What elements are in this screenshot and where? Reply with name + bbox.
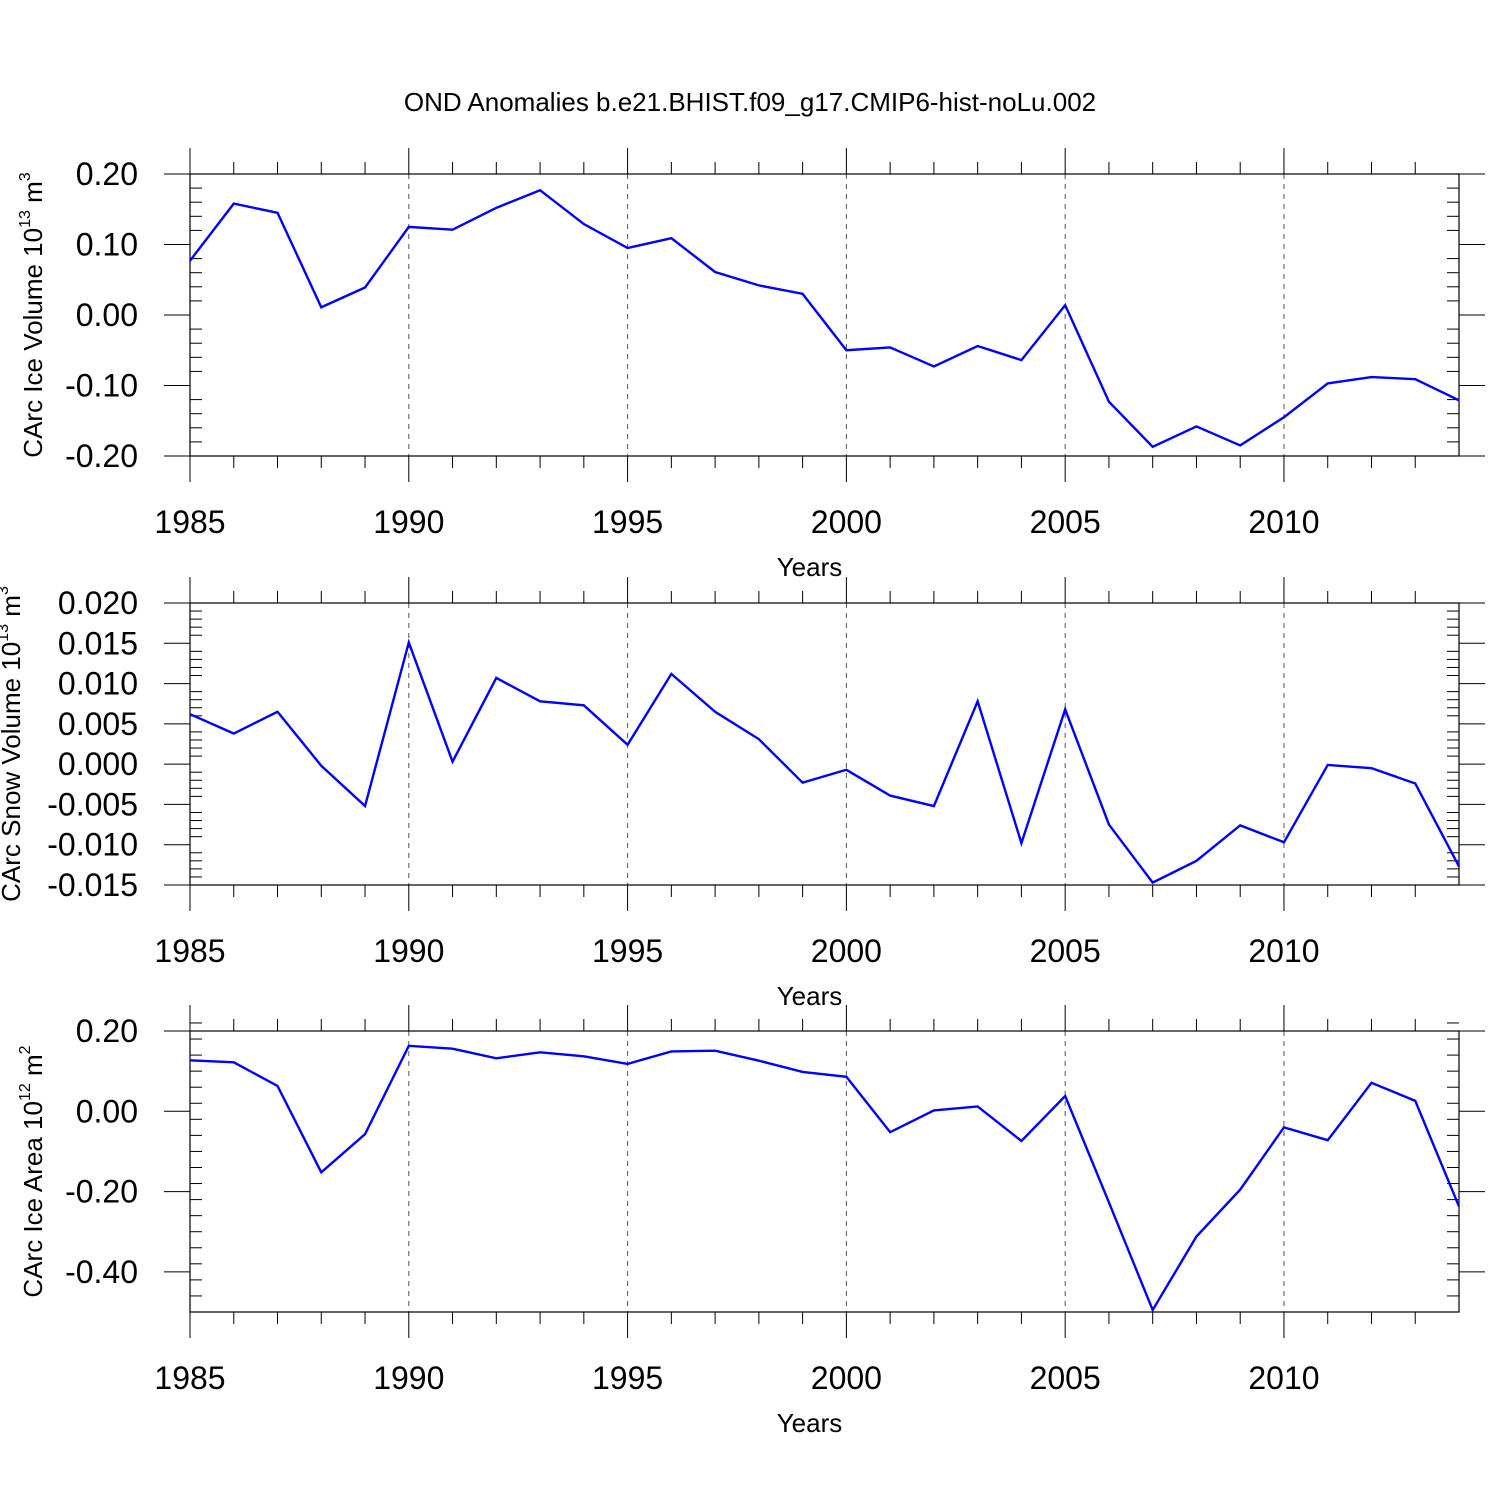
series-line: [189, 1044, 1461, 1313]
y-axis-label: CArc Snow Volume 1013 m3: [0, 586, 26, 902]
plot-frame: [189, 173, 1460, 457]
y-tick-label: -0.10: [65, 368, 138, 404]
y-axis-label-part: CArc Snow Volume 10: [0, 642, 26, 902]
y-tick-label: 0.005: [58, 706, 138, 742]
panel-ice-area: 1985 1990 1995 2000 2005 2010 -0.40 -0.20 0.00 0.…: [17, 1005, 1485, 1438]
x-tick-label: 1990: [373, 1360, 444, 1396]
y-tick-label: -0.20: [65, 1174, 138, 1210]
y-axis-label-part: m: [18, 1054, 48, 1083]
x-axis-label: Years: [777, 1408, 843, 1438]
y-axis-label-superscript: 2: [17, 1045, 34, 1054]
y-tick-label: 0.000: [58, 746, 138, 782]
y-axis-label-part: m: [18, 181, 48, 210]
x-tick-label: 2010: [1248, 1360, 1319, 1396]
y-axis-label-superscript: 12: [17, 1083, 34, 1101]
panel-snow-volume: 1985 1990 1995 2000 2005 2010 -0.015 -0.010 -0.0…: [0, 577, 1485, 1011]
y-tick-label: 0.020: [58, 585, 138, 621]
x-tick-label: 2010: [1248, 504, 1319, 540]
x-tick-label: 1995: [592, 933, 663, 969]
y-axis-label-part: CArc Ice Volume 10: [18, 228, 48, 458]
x-tick-label: 2005: [1030, 504, 1101, 540]
y-tick-label: -0.010: [47, 827, 138, 863]
y-axis-label-superscript: 13: [0, 624, 12, 642]
x-axis-label: Years: [777, 981, 843, 1011]
y-axis-label: CArc Ice Area 1012 m2: [17, 1045, 48, 1297]
y-axis-label: CArc Ice Volume 1013 m3: [17, 172, 48, 457]
y-tick-label: 0.015: [58, 625, 138, 661]
y-tick-label: -0.015: [47, 867, 138, 903]
plot-frame: [189, 1030, 1460, 1313]
x-tick-label: 1995: [592, 1360, 663, 1396]
x-tick-label: 2000: [811, 504, 882, 540]
series-line: [189, 188, 1460, 449]
y-tick-label: -0.005: [47, 786, 138, 822]
series-line: [189, 638, 1461, 885]
y-tick-label: 0.00: [76, 1093, 138, 1129]
plot-frame: [189, 602, 1460, 886]
x-tick-label: 1985: [154, 933, 225, 969]
x-tick-label: 2000: [811, 933, 882, 969]
y-tick-label: -0.40: [65, 1254, 138, 1290]
x-tick-label: 1995: [592, 504, 663, 540]
y-tick-label: 0.00: [76, 297, 138, 333]
x-axis-label: Years: [777, 552, 843, 582]
panel-ice-volume: 1985 1990 1995 2000 2005 2010 -0.20 -0.10 0.00 0.…: [17, 148, 1485, 582]
y-axis-label-superscript: 13: [17, 210, 34, 228]
x-tick-label: 2005: [1030, 1360, 1101, 1396]
figure-title: OND Anomalies b.e21.BHIST.f09_g17.CMIP6-…: [404, 87, 1096, 117]
x-tick-label: 1990: [373, 504, 444, 540]
x-tick-label: 1990: [373, 933, 444, 969]
y-tick-label: 0.20: [76, 1013, 138, 1049]
y-tick-label: -0.20: [65, 438, 138, 474]
y-axis-label-part: m: [0, 595, 26, 624]
y-axis-label-superscript: 3: [17, 172, 34, 181]
x-tick-label: 2005: [1030, 933, 1101, 969]
x-tick-label: 2000: [811, 1360, 882, 1396]
y-tick-label: 0.010: [58, 666, 138, 702]
y-axis-label-superscript: 3: [0, 586, 12, 595]
x-tick-label: 1985: [154, 504, 225, 540]
x-tick-label: 1985: [154, 1360, 225, 1396]
x-tick-label: 2010: [1248, 933, 1319, 969]
y-tick-label: 0.10: [76, 227, 138, 263]
y-tick-label: 0.20: [76, 156, 138, 192]
y-axis-label-part: CArc Ice Area 10: [18, 1101, 48, 1298]
